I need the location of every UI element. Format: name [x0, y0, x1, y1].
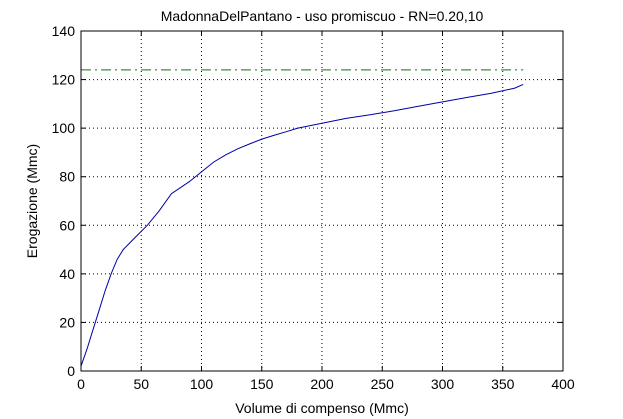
- x-tick-label: 200: [310, 376, 334, 392]
- erogazione-curve: [80, 83, 524, 367]
- y-tick-label: 20: [59, 314, 75, 330]
- chart-title: MadonnaDelPantano - uso promiscuo - RN=0…: [161, 8, 484, 24]
- x-tick-label: 400: [551, 376, 575, 392]
- x-tick-label: 300: [431, 376, 455, 392]
- x-tick-label: 350: [491, 376, 515, 392]
- y-tick-label: 60: [59, 217, 75, 233]
- grid: [81, 31, 563, 371]
- x-tick-label: 50: [133, 376, 149, 392]
- y-axis-label: Erogazione (Mmc): [24, 144, 40, 258]
- y-tick-label: 0: [67, 363, 75, 379]
- axis-ticks: 0 50 100 150 200 250 300 350 400 0 20 40 60 80 100 120 1…: [52, 23, 575, 392]
- x-tick-label: 100: [190, 376, 214, 392]
- y-tick-label: 120: [52, 72, 76, 88]
- x-tick-label: 0: [77, 376, 85, 392]
- x-axis-label: Volume di compenso (Mmc): [235, 400, 409, 416]
- series-layer: [80, 69, 524, 367]
- x-tick-label: 250: [371, 376, 395, 392]
- x-tick-label: 150: [250, 376, 274, 392]
- y-tick-label: 40: [59, 266, 75, 282]
- y-tick-label: 80: [59, 169, 75, 185]
- y-tick-label: 140: [52, 23, 76, 39]
- y-tick-label: 100: [52, 120, 76, 136]
